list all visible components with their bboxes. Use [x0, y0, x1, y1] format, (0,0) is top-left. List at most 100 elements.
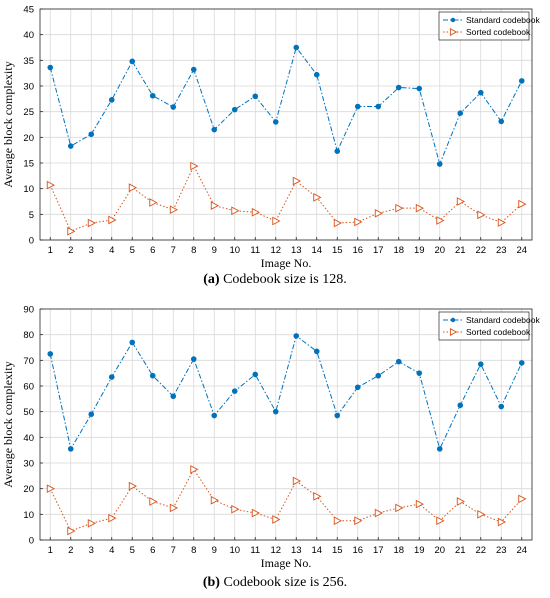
data-point	[436, 161, 443, 167]
data-point	[67, 143, 74, 149]
data-point	[354, 384, 361, 391]
legend-marker	[450, 17, 456, 23]
data-point	[436, 516, 445, 526]
data-point	[477, 509, 486, 519]
x-tick-label: 14	[311, 245, 322, 256]
data-point	[231, 388, 238, 394]
legend-marker	[449, 28, 458, 36]
data-point	[170, 104, 177, 110]
data-point	[293, 44, 300, 51]
data-point	[190, 66, 197, 73]
caption-a-text: Codebook size is 128.	[223, 272, 347, 287]
y-tick-label: 90	[23, 305, 34, 316]
data-point	[354, 217, 363, 227]
data-point	[251, 508, 261, 518]
y-tick-label: 45	[23, 5, 34, 16]
data-point	[211, 412, 218, 419]
x-tick-label: 20	[434, 245, 445, 256]
x-tick-label: 15	[332, 245, 343, 256]
y-tick-label: 60	[23, 382, 34, 393]
grid	[40, 308, 532, 541]
data-point	[313, 71, 320, 78]
data-point	[415, 203, 425, 213]
data-point	[88, 411, 95, 418]
data-point	[477, 361, 484, 367]
x-tick-label: 8	[191, 545, 196, 556]
data-point	[477, 210, 486, 220]
x-tick-label: 11	[250, 245, 260, 256]
data-point	[395, 203, 404, 213]
x-tick-label: 10	[229, 245, 240, 256]
data-point	[128, 481, 138, 491]
x-tick-label: 18	[393, 245, 404, 256]
x-tick-label: 23	[496, 245, 507, 256]
x-tick-label: 18	[393, 545, 404, 556]
y-tick-label: 20	[23, 133, 34, 144]
data-point	[67, 446, 74, 452]
figure-a: 1 2 3 4 5 6 7 8 9 10 11 12 13 14 15 16 17 18 19 20 21 22 23 24 0…	[1, 5, 540, 288]
x-tick-label: 2	[68, 545, 73, 556]
data-point	[46, 484, 56, 494]
data-point	[272, 119, 279, 125]
x-tick-label: 16	[352, 545, 363, 556]
legend: Standard codebook Sorted codebook	[438, 11, 540, 41]
data-point	[374, 208, 384, 218]
x-tick-label: 20	[434, 545, 445, 556]
data-point	[128, 183, 138, 192]
y-tick-label: 10	[23, 184, 34, 195]
series-line	[49, 46, 523, 166]
data-point	[272, 216, 281, 226]
data-point	[436, 216, 445, 225]
x-tick-label: 21	[455, 545, 466, 556]
caption-b-letter: (b)	[202, 575, 220, 590]
series-line	[49, 468, 523, 532]
data-point	[436, 446, 443, 452]
data-point	[374, 508, 384, 518]
data-point	[87, 518, 97, 528]
y-tick-label: 30	[23, 82, 34, 93]
data-point	[518, 494, 527, 504]
x-tick-label: 5	[130, 545, 135, 556]
data-point	[272, 408, 279, 415]
y-tick-label: 0	[29, 236, 34, 247]
x-tick-label: 14	[311, 545, 322, 556]
data-point	[375, 103, 382, 110]
data-point	[313, 193, 322, 202]
x-tick-label: 23	[496, 545, 507, 556]
data-point	[108, 374, 115, 380]
data-point	[292, 476, 302, 486]
plot-area-frame	[39, 308, 533, 541]
x-tick-label: 21	[455, 245, 466, 256]
data-point	[210, 201, 220, 210]
x-tick-label: 3	[89, 245, 94, 256]
data-point	[47, 351, 54, 357]
data-point	[497, 517, 507, 527]
data-point	[456, 497, 466, 506]
chart-b: 1 2 3 4 5 6 7 8 9 10 11 12 13 14 15 16 17 18 19 20 21 22 23 240…	[1, 305, 540, 571]
data-point	[169, 205, 179, 215]
data-point	[190, 356, 197, 362]
data-point	[518, 78, 525, 84]
legend-marker	[449, 328, 458, 336]
legend-label: Sorted codebook	[466, 27, 531, 37]
caption-a-letter: (a)	[203, 272, 220, 287]
x-tick-label: 16	[352, 245, 363, 256]
series-line	[49, 164, 523, 232]
data-point	[169, 503, 179, 513]
y-tick-label: 15	[23, 159, 34, 170]
data-point	[518, 199, 527, 209]
data-point	[518, 360, 525, 366]
series-line	[49, 335, 523, 451]
data-point	[108, 215, 117, 225]
x-tick-label: 1	[48, 245, 53, 256]
data-point	[251, 207, 261, 217]
data-point	[293, 333, 300, 339]
data-point	[210, 495, 220, 505]
data-point	[498, 403, 505, 410]
data-point	[149, 372, 156, 379]
y-tick-label: 40	[23, 433, 34, 444]
data-point	[333, 218, 343, 228]
x-tick-label: 4	[109, 545, 114, 556]
legend-marker	[450, 317, 456, 323]
data-point	[354, 516, 363, 526]
